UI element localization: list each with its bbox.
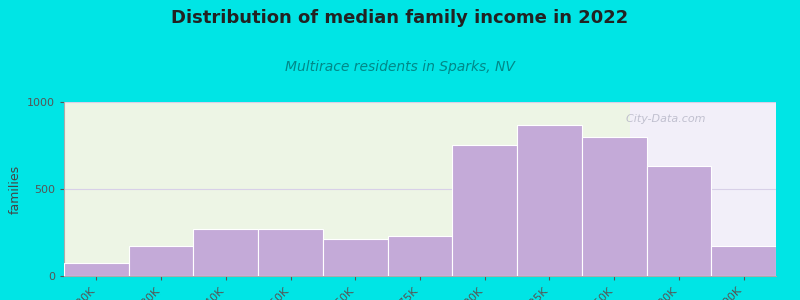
Bar [630, 102, 800, 276]
Text: Distribution of median family income in 2022: Distribution of median family income in … [171, 9, 629, 27]
Bar [129, 245, 194, 276]
Bar [711, 245, 776, 276]
Bar [323, 238, 388, 276]
Bar [388, 236, 452, 276]
Bar [258, 229, 323, 276]
Bar [64, 102, 630, 276]
Text: Multirace residents in Sparks, NV: Multirace residents in Sparks, NV [285, 60, 515, 74]
Text: City-Data.com: City-Data.com [619, 114, 706, 124]
Bar [582, 137, 646, 276]
Bar [194, 229, 258, 276]
Y-axis label: families: families [9, 164, 22, 214]
Bar [517, 124, 582, 276]
Bar [64, 263, 129, 276]
Bar [452, 145, 517, 276]
Bar [646, 167, 711, 276]
